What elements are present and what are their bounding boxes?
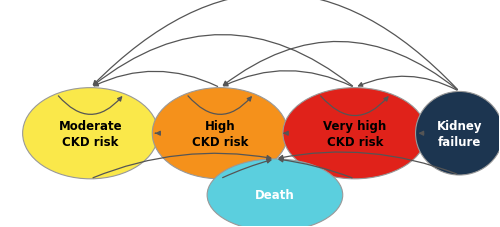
Text: High
CKD risk: High CKD risk <box>192 119 248 148</box>
Text: Kidney
failure: Kidney failure <box>436 119 482 148</box>
Text: Very high
CKD risk: Very high CKD risk <box>323 119 386 148</box>
Ellipse shape <box>283 88 426 179</box>
Ellipse shape <box>152 88 288 179</box>
Text: Moderate
CKD risk: Moderate CKD risk <box>58 119 122 148</box>
Ellipse shape <box>22 88 158 179</box>
Ellipse shape <box>207 159 342 227</box>
Text: Death: Death <box>255 189 295 202</box>
Ellipse shape <box>416 92 500 175</box>
